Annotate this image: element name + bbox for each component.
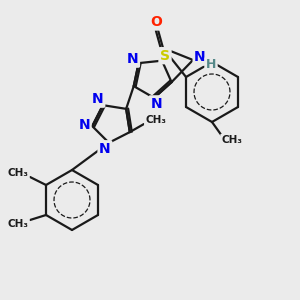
Text: CH₃: CH₃: [8, 168, 29, 178]
Text: CH₃: CH₃: [8, 219, 29, 229]
Text: H: H: [206, 58, 216, 71]
Text: N: N: [78, 118, 90, 132]
Text: N: N: [194, 50, 206, 64]
Text: O: O: [150, 15, 162, 29]
Text: CH₃: CH₃: [145, 115, 166, 125]
Text: N: N: [150, 97, 162, 111]
Text: N: N: [99, 142, 111, 156]
Text: N: N: [127, 52, 138, 66]
Text: S: S: [160, 49, 170, 63]
Text: N: N: [92, 92, 104, 106]
Text: CH₃: CH₃: [221, 135, 242, 145]
